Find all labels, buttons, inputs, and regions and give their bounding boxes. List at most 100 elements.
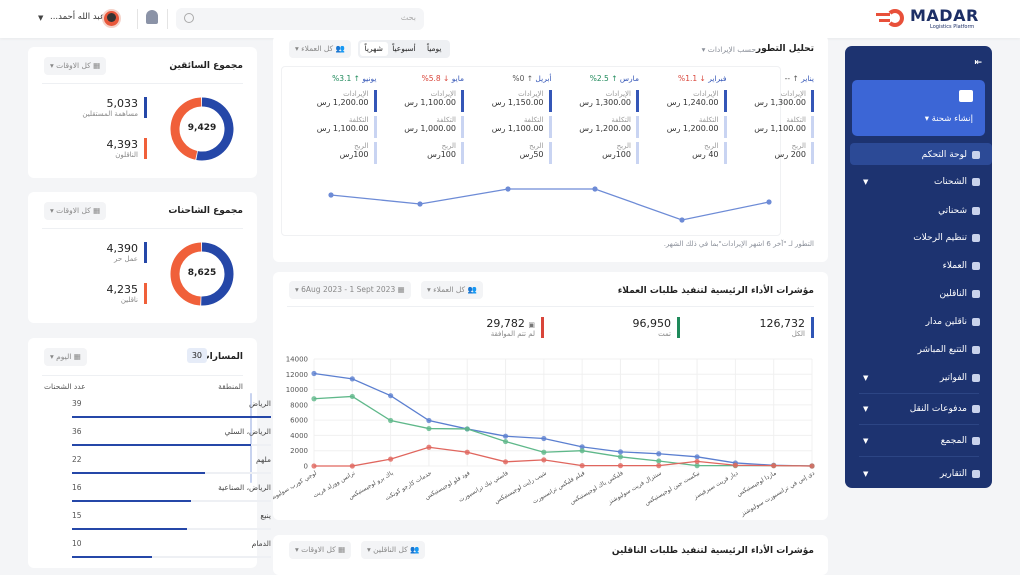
data-point	[617, 463, 624, 469]
data-point	[617, 454, 624, 460]
month-name: مارس	[619, 74, 639, 83]
route-name: ينبع	[260, 511, 271, 520]
carriers-filter[interactable]: 👥 كل الناقلين ▾	[361, 541, 426, 559]
tab-weekly[interactable]: أسبوعياً	[392, 44, 416, 53]
time-filter[interactable]: ▦ كل الاوقات ▾	[44, 57, 107, 75]
month-change: 3.1%	[332, 74, 352, 83]
tab-monthly[interactable]: شهرياً	[360, 42, 388, 56]
profit-value: 100رس	[339, 150, 369, 159]
data-point	[694, 458, 700, 465]
cost-value: 1,100.00 رس	[316, 124, 369, 133]
route-count: 10	[72, 539, 82, 548]
user-name[interactable]: عبد الله أحمد...	[50, 12, 105, 22]
sidebar-item[interactable]: مدفوعات النقل	[910, 404, 980, 414]
route-name: ملهم	[256, 455, 271, 464]
time-filter[interactable]: ▦ كل الاوقات ▾	[289, 541, 352, 559]
month-name: أبريل	[535, 74, 552, 83]
month-change: 5.8%	[421, 74, 441, 83]
sidebar-item[interactable]: شحناتي	[938, 206, 980, 216]
series-line-1	[313, 395, 813, 467]
route-progress-fill	[72, 472, 206, 474]
create-shipment-button[interactable]: إنشاء شحنة ▾	[852, 80, 985, 136]
sidebar-item-label: تنظيم الرحلات	[913, 233, 967, 243]
drivers-title: مجموع السائقين	[169, 61, 243, 71]
data-point	[349, 463, 355, 469]
month-name: يونيو	[362, 74, 377, 83]
user-menu-caret-icon[interactable]: ▼	[38, 14, 44, 22]
data-point	[388, 417, 394, 424]
sidebar-item[interactable]: الفواتير	[940, 373, 980, 383]
series-line-2	[314, 446, 813, 467]
date-range-picker[interactable]: ▾ 6Aug 2023 - 1 Sept 2023 ▦	[289, 281, 411, 299]
evolution-point	[328, 192, 334, 198]
sidebar-item[interactable]: تنظيم الرحلات	[913, 233, 980, 243]
revenue-value: 1,300.00 رس	[754, 98, 806, 107]
profit-value: 100رس	[602, 150, 631, 159]
chevron-down-icon[interactable]: ▼	[863, 437, 869, 445]
tab-daily[interactable]: يومياً	[426, 44, 442, 53]
donut-segment	[170, 97, 202, 160]
time-filter[interactable]: ▦ كل الاوقات ▾	[44, 202, 107, 220]
data-point	[349, 376, 355, 382]
data-point	[311, 463, 317, 469]
sidebar-item[interactable]: لوحة التحكم	[922, 150, 980, 160]
profit-label: الربح	[616, 142, 631, 150]
sidebar-item[interactable]: التتبع المباشر	[918, 345, 980, 355]
sidebar-item-icon	[972, 290, 980, 298]
bell-icon[interactable]	[146, 10, 158, 24]
evolution-metric-select[interactable]: حسب الإيرادات ▾	[701, 45, 756, 54]
sidebar-item-label: العملاء	[942, 261, 967, 271]
donut-segment	[170, 242, 202, 306]
evolution-footnote: التطور لـ "آخر 6 اشهر الإيرادات"بما في ذ…	[663, 240, 814, 248]
route-row: ملهم 22	[72, 455, 271, 483]
scrollbar[interactable]	[250, 393, 252, 483]
data-point	[541, 457, 547, 463]
madar-logo-icon	[876, 7, 906, 29]
search-placeholder: بحث	[400, 13, 416, 22]
avatar[interactable]	[102, 9, 121, 28]
sidebar-item-icon	[972, 405, 980, 413]
sidebar-item[interactable]: المجمع	[941, 436, 980, 446]
chevron-down-icon[interactable]: ▼	[863, 405, 869, 413]
search-input[interactable]: بحث	[176, 8, 424, 30]
collapse-sidebar-icon[interactable]: ⇤	[974, 58, 982, 68]
chevron-down-icon[interactable]: ▼	[863, 374, 869, 382]
y-tick-label: 2000	[290, 447, 308, 455]
time-filter[interactable]: ▦ اليوم ▾	[44, 348, 87, 366]
month-change: 2.5%	[589, 74, 609, 83]
create-shipment-label: إنشاء شحنة ▾	[924, 114, 973, 124]
box-plus-icon	[959, 90, 973, 102]
arrow-up-icon: ↑	[792, 74, 799, 83]
comment-icon: ▣	[528, 321, 535, 329]
revenue-value: 1,100.00 رس	[404, 98, 456, 107]
route-progress-track	[72, 416, 271, 418]
chevron-down-icon[interactable]: ▼	[863, 470, 869, 478]
evolution-point	[417, 201, 423, 207]
chevron-down-icon[interactable]: ▼	[863, 178, 869, 186]
month-column: أبريل ↑ 0% الإيرادات 1,150.00 رس التكلفة 1…	[478, 74, 552, 164]
profit-label: الربح	[354, 142, 369, 150]
sidebar-item[interactable]: ناقلين مدار	[926, 317, 980, 327]
route-name: الدمام	[251, 539, 271, 548]
y-tick-label: 14000	[286, 356, 308, 364]
logo-subtitle: Logistics Platform	[930, 24, 975, 30]
revenue-label: الإيرادات	[430, 90, 456, 98]
cost-label: التكلفة	[436, 116, 456, 124]
sidebar-item-icon	[972, 437, 980, 445]
sidebar-item[interactable]: العملاء	[943, 261, 980, 271]
route-progress-fill	[72, 444, 252, 446]
clients-filter[interactable]: 👥 كل العملاء ▾	[289, 40, 351, 58]
data-point	[349, 393, 355, 400]
clients-filter[interactable]: 👥 كل العملاء ▾	[421, 281, 483, 299]
route-row: الرياض، السلي 36	[72, 427, 271, 455]
arrow-up-icon: ↑	[611, 74, 618, 83]
route-row: ينبع 15	[72, 511, 271, 539]
sidebar-item[interactable]: الناقلين	[939, 289, 980, 299]
x-tick-label: لوجي كورب سوليوشنز	[273, 470, 318, 505]
data-point	[656, 463, 662, 469]
evolution-point	[505, 186, 511, 192]
revenue-label: الإيرادات	[605, 90, 631, 98]
sidebar-item[interactable]: التقارير	[940, 469, 980, 479]
sidebar-item[interactable]: الشحنات	[934, 177, 980, 187]
route-row: الرياض، الصناعية 16	[72, 483, 271, 511]
